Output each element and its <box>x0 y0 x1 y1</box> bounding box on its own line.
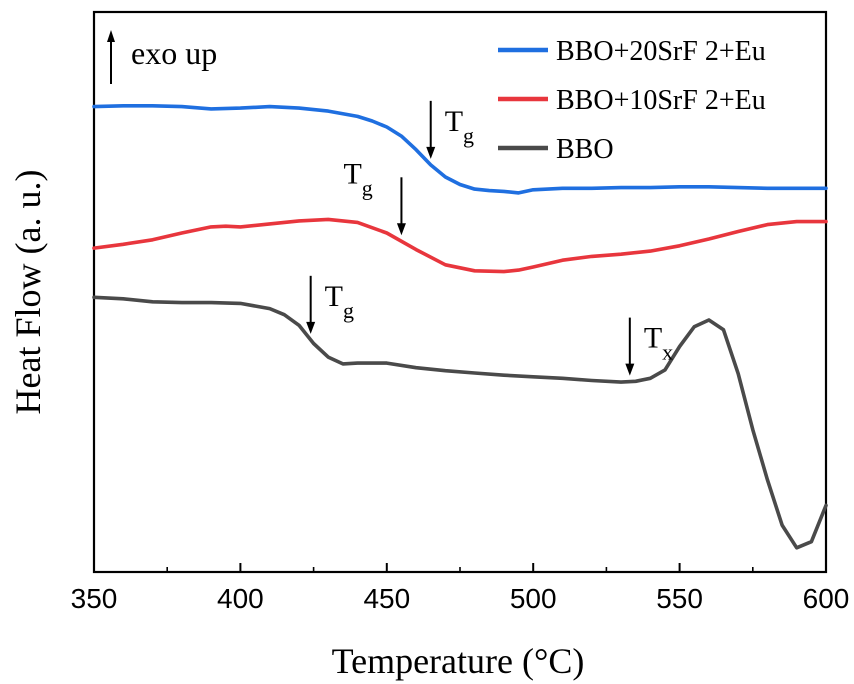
annotation-label: Tg <box>325 280 354 323</box>
x-tick-label: 550 <box>656 583 703 614</box>
legend: BBO+20SrF 2+Eu BBO+10SrF 2+Eu BBO <box>498 36 766 165</box>
series-line-2 <box>92 295 828 550</box>
series-line-1 <box>92 217 828 274</box>
axis-labels: Temperature (°C) Heat Flow (a. u.) exo u… <box>8 30 584 681</box>
x-tick-label: 500 <box>510 583 557 614</box>
series-line-0 <box>92 104 828 195</box>
x-tick-label: 450 <box>363 583 410 614</box>
series-lines <box>92 104 828 550</box>
legend-label-2: BBO <box>556 134 614 165</box>
annotation-arrow-head <box>306 321 316 334</box>
annotation-arrow-head <box>396 223 406 236</box>
annotation-label: Tg <box>343 157 372 200</box>
annotations: Tg Tg Tg Tx <box>306 100 673 376</box>
x-axis-label: Temperature (°C) <box>332 641 585 681</box>
x-tick-label: 600 <box>803 583 850 614</box>
x-tick-label: 400 <box>217 583 264 614</box>
annotation-label: Tx <box>644 322 673 365</box>
y-axis-label: Heat Flow (a. u.) <box>8 170 48 415</box>
annotation-label: Tg <box>445 105 474 148</box>
legend-label-0: BBO+20SrF 2+Eu <box>556 36 766 67</box>
exo-arrow-head <box>107 30 115 42</box>
exo-up-label: exo up <box>131 35 217 71</box>
x-tick-label: 350 <box>71 583 118 614</box>
legend-label-1: BBO+10SrF 2+Eu <box>556 85 766 116</box>
annotation-arrow-head <box>426 146 436 159</box>
annotation-arrow-head <box>625 363 635 376</box>
axes: 350 400 450 500 550 600 <box>71 10 850 614</box>
